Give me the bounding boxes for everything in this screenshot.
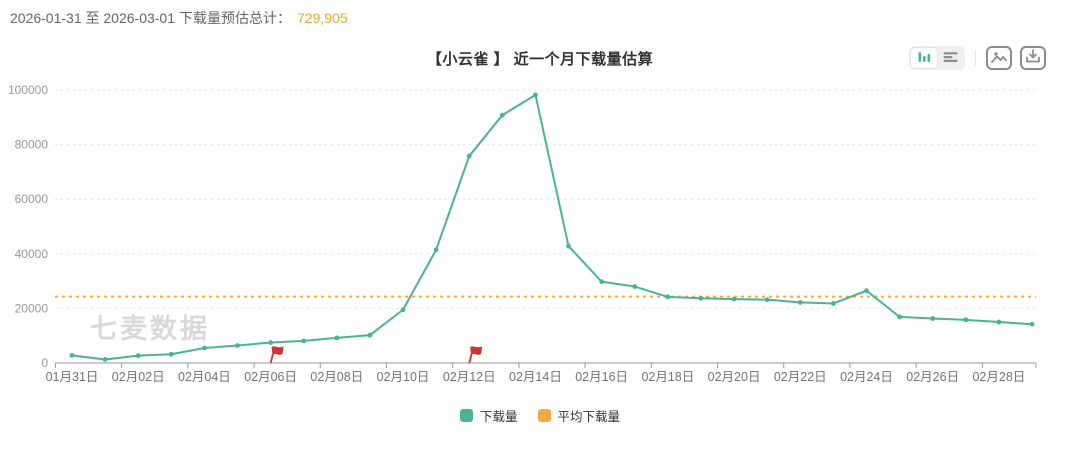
data-point xyxy=(930,316,936,321)
chart-legend: 下载量 平均下载量 xyxy=(0,406,1080,425)
legend-label-downloads: 下载量 xyxy=(479,410,518,424)
svg-text:02月20日: 02月20日 xyxy=(708,370,761,384)
data-point xyxy=(632,284,638,289)
summary-total-value: 729,905 xyxy=(297,10,348,26)
svg-text:02月22日: 02月22日 xyxy=(774,370,827,384)
toolbar-divider xyxy=(975,50,976,66)
svg-text:02月26日: 02月26日 xyxy=(906,370,959,384)
image-icon xyxy=(991,50,1007,67)
data-point xyxy=(334,335,340,341)
data-point xyxy=(102,357,108,362)
data-point xyxy=(797,299,803,305)
svg-text:02月06日: 02月06日 xyxy=(244,370,297,384)
table-view-button[interactable] xyxy=(937,48,963,68)
event-flag-icon xyxy=(269,346,284,364)
data-point xyxy=(533,92,538,98)
data-point xyxy=(665,294,671,300)
view-toggle xyxy=(909,46,965,70)
svg-text:02月16日: 02月16日 xyxy=(575,370,628,384)
svg-text:02月24日: 02月24日 xyxy=(840,370,893,384)
data-point xyxy=(599,279,605,285)
summary-bar: 2026-01-31 至 2026-03-01 下载量预估总计： 729,905 xyxy=(10,8,348,28)
svg-text:40000: 40000 xyxy=(15,247,49,261)
svg-text:0: 0 xyxy=(41,356,48,370)
data-point xyxy=(897,314,902,320)
chart-view-button[interactable] xyxy=(911,48,937,68)
data-point xyxy=(301,338,307,344)
data-point xyxy=(830,301,836,306)
svg-text:01月31日: 01月31日 xyxy=(46,370,99,384)
data-point xyxy=(168,351,174,357)
data-point xyxy=(235,343,240,348)
svg-text:02月28日: 02月28日 xyxy=(972,370,1025,384)
data-point xyxy=(731,296,737,302)
svg-text:60000: 60000 xyxy=(15,192,49,206)
download-button[interactable] xyxy=(1020,46,1046,70)
export-image-button[interactable] xyxy=(986,46,1012,70)
data-point xyxy=(864,288,869,294)
data-point xyxy=(996,319,1002,325)
data-point xyxy=(400,307,406,313)
svg-text:20000: 20000 xyxy=(15,301,49,315)
line-chart[interactable]: 0 20000 40000 60000 80000 100000 七麦数据 01月31日 02月… xyxy=(0,78,1080,402)
data-point xyxy=(268,340,274,345)
svg-text:02月12日: 02月12日 xyxy=(443,370,496,384)
watermark: 七麦数据 xyxy=(90,314,210,344)
data-point xyxy=(466,153,472,159)
chart-title: 【小云雀 】 近一个月下载量估算 xyxy=(426,51,654,68)
svg-text:02月04日: 02月04日 xyxy=(178,370,231,384)
svg-text:02月18日: 02月18日 xyxy=(641,370,694,384)
data-point xyxy=(433,247,439,253)
legend-item-average[interactable]: 平均下载量 xyxy=(537,406,621,425)
downloads-line xyxy=(71,93,1033,361)
legend-swatch-average xyxy=(537,409,551,422)
svg-text:100000: 100000 xyxy=(8,83,48,97)
data-point xyxy=(566,243,571,249)
summary-label: 下载量预估总计： xyxy=(179,10,292,26)
data-point xyxy=(135,353,141,359)
data-point xyxy=(764,297,770,303)
bar-chart-icon xyxy=(917,50,932,67)
download-icon xyxy=(1025,49,1041,67)
legend-item-downloads[interactable]: 下载量 xyxy=(459,406,518,425)
legend-label-average: 平均下载量 xyxy=(557,410,621,424)
data-point xyxy=(367,332,373,338)
data-point xyxy=(202,345,207,351)
svg-text:02月02日: 02月02日 xyxy=(112,370,165,384)
data-point xyxy=(1029,321,1035,327)
list-icon xyxy=(943,50,958,67)
svg-text:80000: 80000 xyxy=(15,138,49,152)
svg-text:02月10日: 02月10日 xyxy=(377,370,430,384)
data-point xyxy=(499,112,505,118)
legend-swatch-downloads xyxy=(459,409,473,422)
chart-toolbar xyxy=(909,46,1046,70)
svg-text:02月14日: 02月14日 xyxy=(509,370,562,384)
data-point xyxy=(69,352,75,358)
data-point xyxy=(698,295,704,301)
event-flag-icon xyxy=(468,346,483,364)
svg-text:02月08日: 02月08日 xyxy=(310,370,363,384)
data-point xyxy=(963,317,969,323)
summary-date-range: 2026-01-31 至 2026-03-01 xyxy=(10,10,176,26)
